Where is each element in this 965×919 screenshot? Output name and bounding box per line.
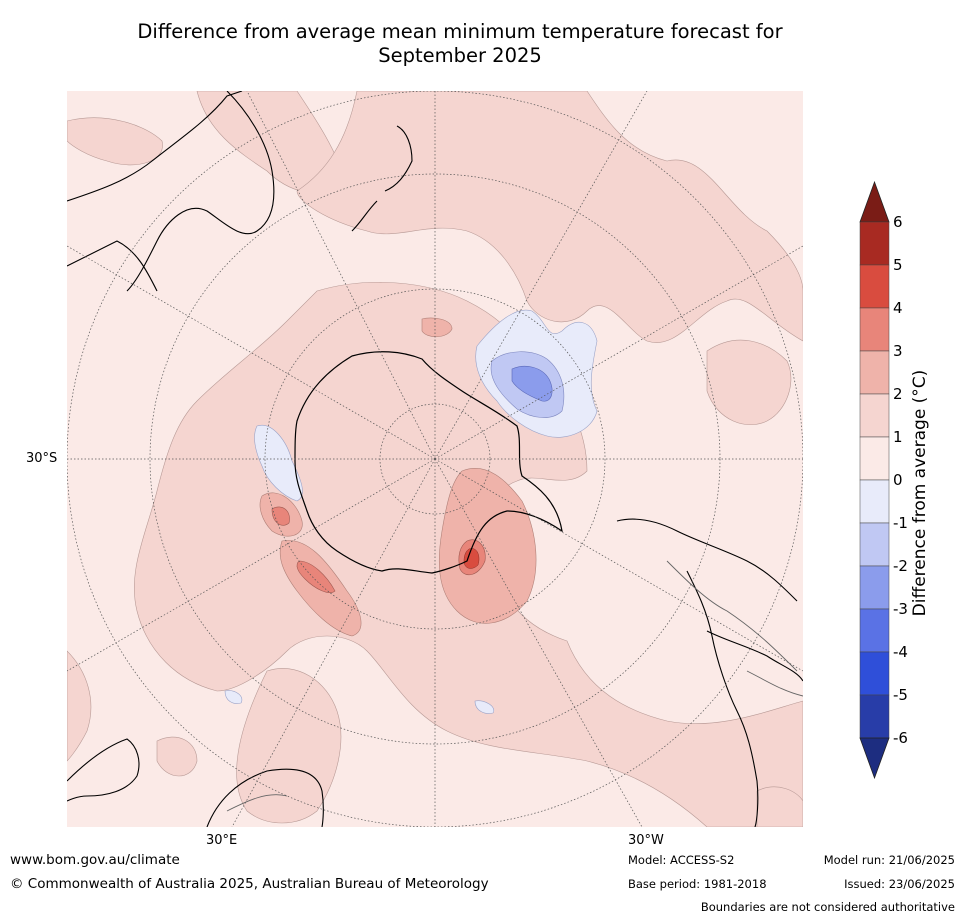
map-svg [67, 91, 803, 827]
colorbar-tick-label: 5 [893, 256, 903, 274]
colorbar-band [859, 436, 890, 481]
polar-map [67, 91, 803, 827]
colorbar-band [859, 393, 890, 438]
footer-copyright: © Commonwealth of Australia 2025, Austra… [10, 876, 489, 892]
colorbar-tick-label: 0 [893, 471, 903, 489]
title-line-1: Difference from average mean minimum tem… [137, 20, 783, 43]
colorbar-band [859, 221, 890, 266]
footer-issued: Issued: 23/06/2025 [844, 877, 955, 891]
anomaly-4-to-5-region [463, 548, 480, 569]
colorbar-tick-label: 3 [893, 342, 903, 360]
colorbar-band [859, 479, 890, 524]
footer-model: Model: ACCESS-S2 [628, 853, 735, 867]
colorbar-band [859, 350, 890, 395]
colorbar-band [859, 651, 890, 696]
latitude-label-30s: 30°S [26, 451, 58, 466]
anomaly-neg2-to-neg3-region [511, 366, 553, 402]
longitude-label-30e: 30°E [206, 833, 238, 848]
footer-website: www.bom.gov.au/climate [10, 852, 180, 868]
colorbar-tick-label: -1 [893, 514, 908, 532]
colorbar-band [859, 565, 890, 610]
map-title: Difference from average mean minimum tem… [60, 20, 860, 68]
colorbar-band [859, 694, 890, 739]
colorbar-tick-label: -4 [893, 643, 908, 661]
footer-base-period: Base period: 1981-2018 [628, 877, 767, 891]
antarctica-coastline [294, 351, 563, 574]
colorbar-tick-label: 2 [893, 385, 903, 403]
colorbar: 6 5 4 3 2 1 0 -1 -2 -3 -4 -5 -6 [840, 180, 965, 790]
colorbar-tick-label: -6 [893, 729, 908, 747]
colorbar-extend-low [859, 737, 890, 780]
colorbar-band [859, 307, 890, 352]
colorbar-tick-label: 6 [893, 213, 903, 231]
title-line-2: September 2025 [378, 44, 542, 67]
colorbar-band [859, 608, 890, 653]
colorbar-svg: 6 5 4 3 2 1 0 -1 -2 -3 -4 -5 -6 [859, 180, 908, 780]
footer-disclaimer: Boundaries are not considered authoritat… [700, 900, 955, 914]
colorbar-band [859, 522, 890, 567]
coastlines [67, 91, 803, 827]
colorbar-extend-high [859, 180, 890, 223]
colorbar-tick-label: 4 [893, 299, 903, 317]
footer-model-run: Model run: 21/06/2025 [823, 853, 955, 867]
colorbar-tick-label: -5 [893, 686, 908, 704]
colorbar-tick-label: -3 [893, 600, 908, 618]
country-borders [226, 560, 803, 812]
colorbar-tick-label: -2 [893, 557, 908, 575]
longitude-label-30w: 30°W [628, 833, 664, 848]
colorbar-label: Difference from average (°C) [910, 369, 930, 617]
colorbar-tick-label: 1 [893, 428, 903, 446]
colorbar-band [859, 264, 890, 309]
graticule [67, 91, 803, 827]
